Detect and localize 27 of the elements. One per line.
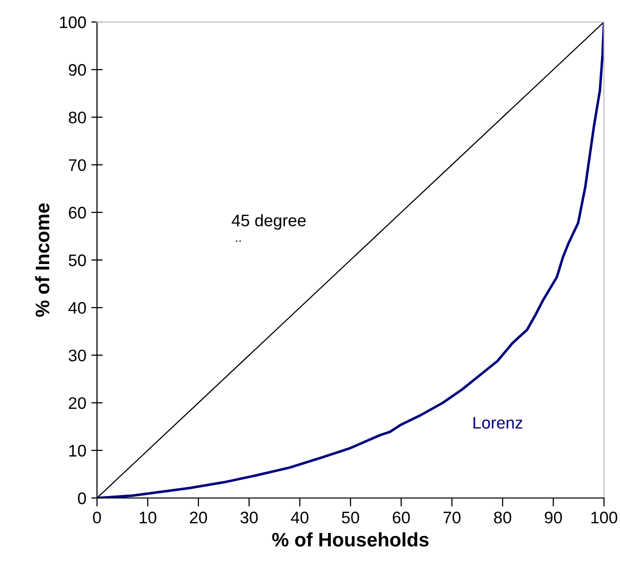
x-tick-label: 100 <box>591 512 618 524</box>
x-axis-title: % of Households <box>272 532 429 547</box>
y-axis-title: % of Income <box>35 203 50 317</box>
y-tick-label: 90 <box>68 64 86 76</box>
x-tick-label: 0 <box>93 512 101 524</box>
y-tick-label: 60 <box>68 206 86 219</box>
y-tick-label: 40 <box>68 302 86 314</box>
y-tick-label: 100 <box>60 16 86 28</box>
y-tick-label: 70 <box>68 159 86 172</box>
x-tick-label: 90 <box>544 512 562 524</box>
x-tick-label: 60 <box>392 512 410 524</box>
x-tick-label: 50 <box>342 512 360 524</box>
x-tick-label: 40 <box>290 512 308 524</box>
text: 45 degree <box>232 214 306 230</box>
x-tick-label: 80 <box>494 512 512 524</box>
annotation: .. <box>236 240 241 242</box>
x-tick-label: 20 <box>190 512 208 524</box>
y-tick-label: 10 <box>69 444 86 457</box>
y-tick-label: 80 <box>68 112 86 124</box>
x-tick-label: 70 <box>443 512 461 524</box>
x-tick-label: 10 <box>140 512 156 524</box>
y-tick-label: 50 <box>68 254 86 266</box>
series-label: Lorenz <box>474 417 522 429</box>
y-tick-label: 0 <box>78 492 86 504</box>
x-tick-label: 30 <box>240 512 258 524</box>
y-tick-label: 30 <box>68 350 86 362</box>
y-tick-label: 20 <box>68 397 86 410</box>
